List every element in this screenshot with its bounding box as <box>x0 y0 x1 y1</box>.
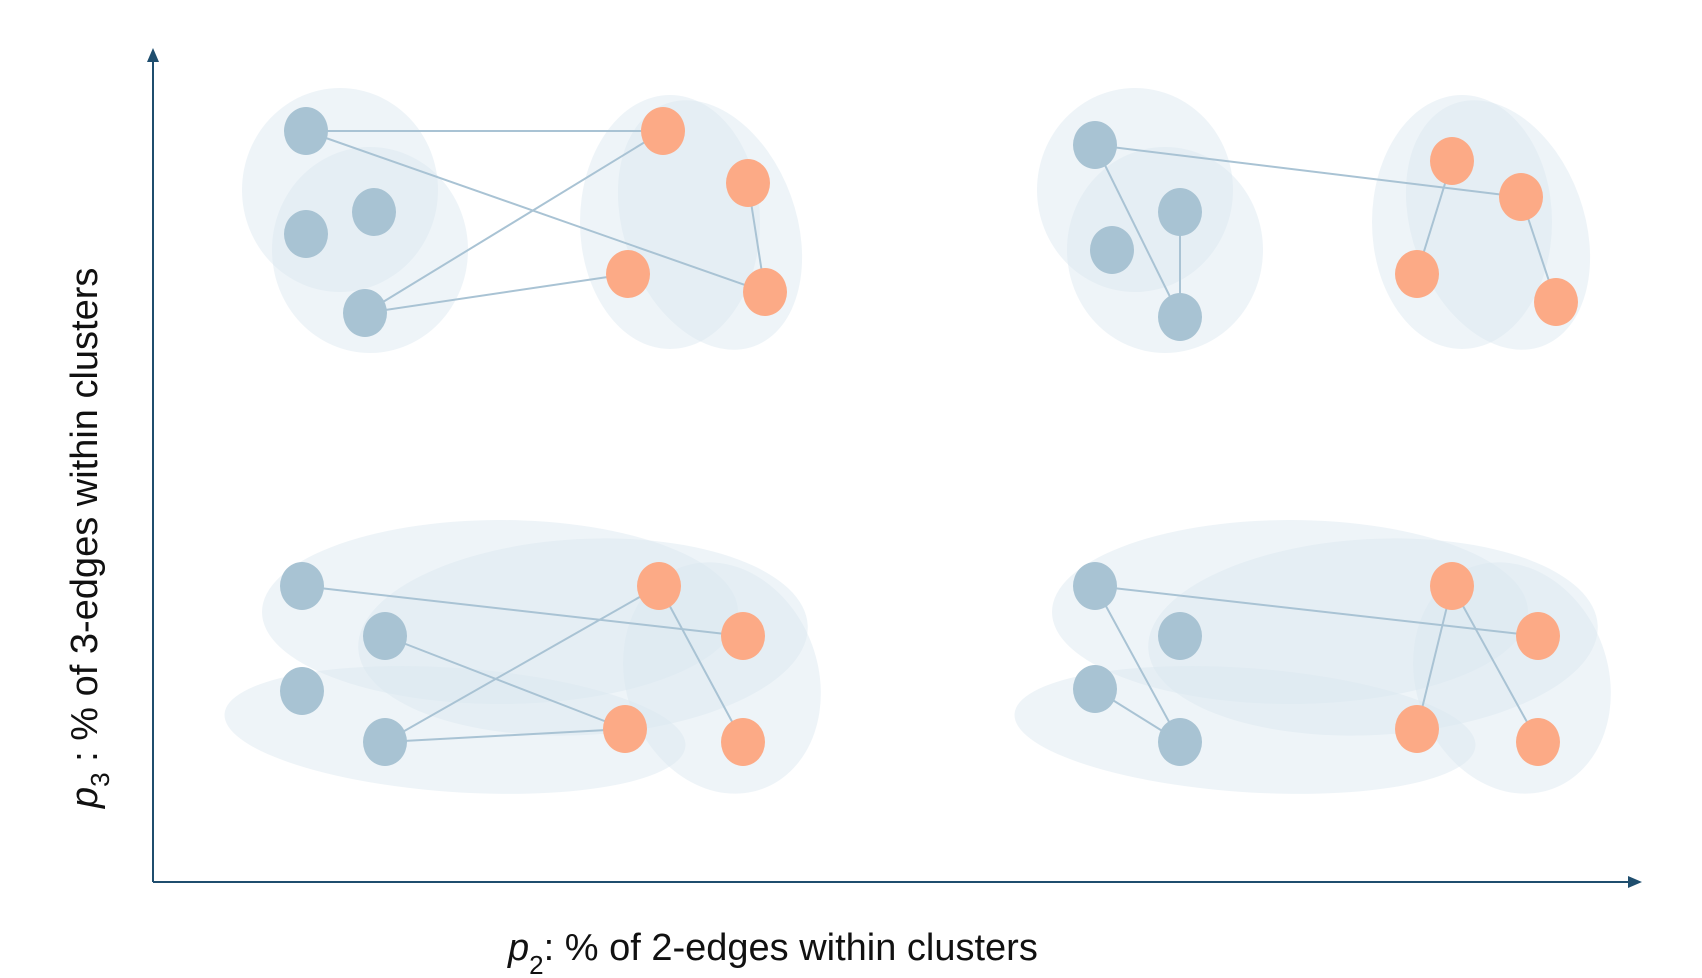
y-axis-subscript: 3 <box>85 772 115 786</box>
edge-2 <box>364 130 664 314</box>
edge-2 <box>1094 144 1522 198</box>
node-cluster-a <box>1158 188 1202 236</box>
node-cluster-a <box>352 188 396 236</box>
panel-high-p3-low-p2 <box>242 88 803 353</box>
node-cluster-b <box>1534 278 1578 326</box>
node-cluster-b <box>1395 705 1439 753</box>
axes <box>147 48 1642 888</box>
hyperedges <box>242 88 803 353</box>
edge-2 <box>1094 585 1181 743</box>
hyperedges <box>224 520 821 794</box>
node-cluster-b <box>1430 562 1474 610</box>
node-cluster-b <box>1499 173 1543 221</box>
hyperedge-3 <box>358 538 808 736</box>
nodes <box>1073 562 1560 766</box>
edge-2 <box>1094 144 1181 318</box>
node-cluster-a <box>284 210 328 258</box>
node-cluster-b <box>726 159 770 207</box>
node-cluster-b <box>1430 137 1474 185</box>
hyperedge-3 <box>1372 95 1552 349</box>
edge-2 <box>384 585 660 743</box>
edge-2 <box>658 585 744 743</box>
edge-2 <box>1451 585 1539 743</box>
edge-2 <box>1416 585 1453 730</box>
panels <box>224 88 1611 794</box>
panel-high-p3-high-p2 <box>1037 88 1591 353</box>
panel-low-p3-high-p2 <box>1014 520 1611 794</box>
hyperedge-3 <box>1014 666 1476 794</box>
edge-2 <box>305 130 766 293</box>
y-axis-label: p3 : % of 3-edges within clusters <box>64 268 115 809</box>
node-cluster-a <box>284 107 328 155</box>
node-cluster-b <box>1516 612 1560 660</box>
edge-2 <box>384 728 626 743</box>
hyperedge-3 <box>1413 562 1611 794</box>
node-cluster-a <box>1158 293 1202 341</box>
node-cluster-b <box>606 250 650 298</box>
edges <box>301 585 744 743</box>
node-cluster-a <box>1073 121 1117 169</box>
y-axis-variable: p <box>64 787 106 809</box>
node-cluster-a <box>280 667 324 715</box>
x-axis-subscript: 2 <box>529 950 543 978</box>
node-cluster-b <box>1395 250 1439 298</box>
hyperedge-3 <box>272 147 468 353</box>
x-axis-label: p2: % of 2-edges within clusters <box>507 927 1038 978</box>
panel-low-p3-low-p2 <box>224 520 821 794</box>
hyperedge-3 <box>224 666 686 794</box>
edge-2 <box>301 585 744 637</box>
node-cluster-b <box>743 268 787 316</box>
node-cluster-b <box>1516 718 1560 766</box>
node-cluster-b <box>603 705 647 753</box>
node-cluster-a <box>280 562 324 610</box>
hyperedge-3 <box>623 562 821 794</box>
x-axis-description: : % of 2-edges within clusters <box>544 927 1038 969</box>
node-cluster-a <box>1090 226 1134 274</box>
node-cluster-a <box>363 718 407 766</box>
node-cluster-a <box>343 289 387 337</box>
node-cluster-a <box>1158 718 1202 766</box>
x-axis-arrow <box>1628 876 1642 888</box>
node-cluster-b <box>721 612 765 660</box>
node-cluster-b <box>641 107 685 155</box>
node-cluster-a <box>1073 562 1117 610</box>
hyperedge-3 <box>1052 520 1528 704</box>
node-cluster-a <box>1073 665 1117 713</box>
hyperedges <box>1014 520 1611 794</box>
edge-2 <box>364 273 629 314</box>
node-cluster-b <box>637 562 681 610</box>
y-axis-description: : % of 3-edges within clusters <box>64 268 106 773</box>
node-cluster-b <box>721 718 765 766</box>
y-axis-arrow <box>147 48 159 62</box>
hyperedge-3 <box>1067 147 1263 353</box>
hyperedges <box>1037 88 1591 353</box>
edge-2 <box>1094 585 1539 637</box>
nodes <box>284 107 787 337</box>
x-axis-variable: p <box>507 927 529 969</box>
nodes <box>280 562 765 766</box>
node-cluster-a <box>1158 612 1202 660</box>
node-cluster-a <box>363 612 407 660</box>
edge-2 <box>384 635 626 730</box>
edges <box>305 130 766 314</box>
nodes <box>1073 121 1578 341</box>
hyperedge-3 <box>1148 538 1598 736</box>
